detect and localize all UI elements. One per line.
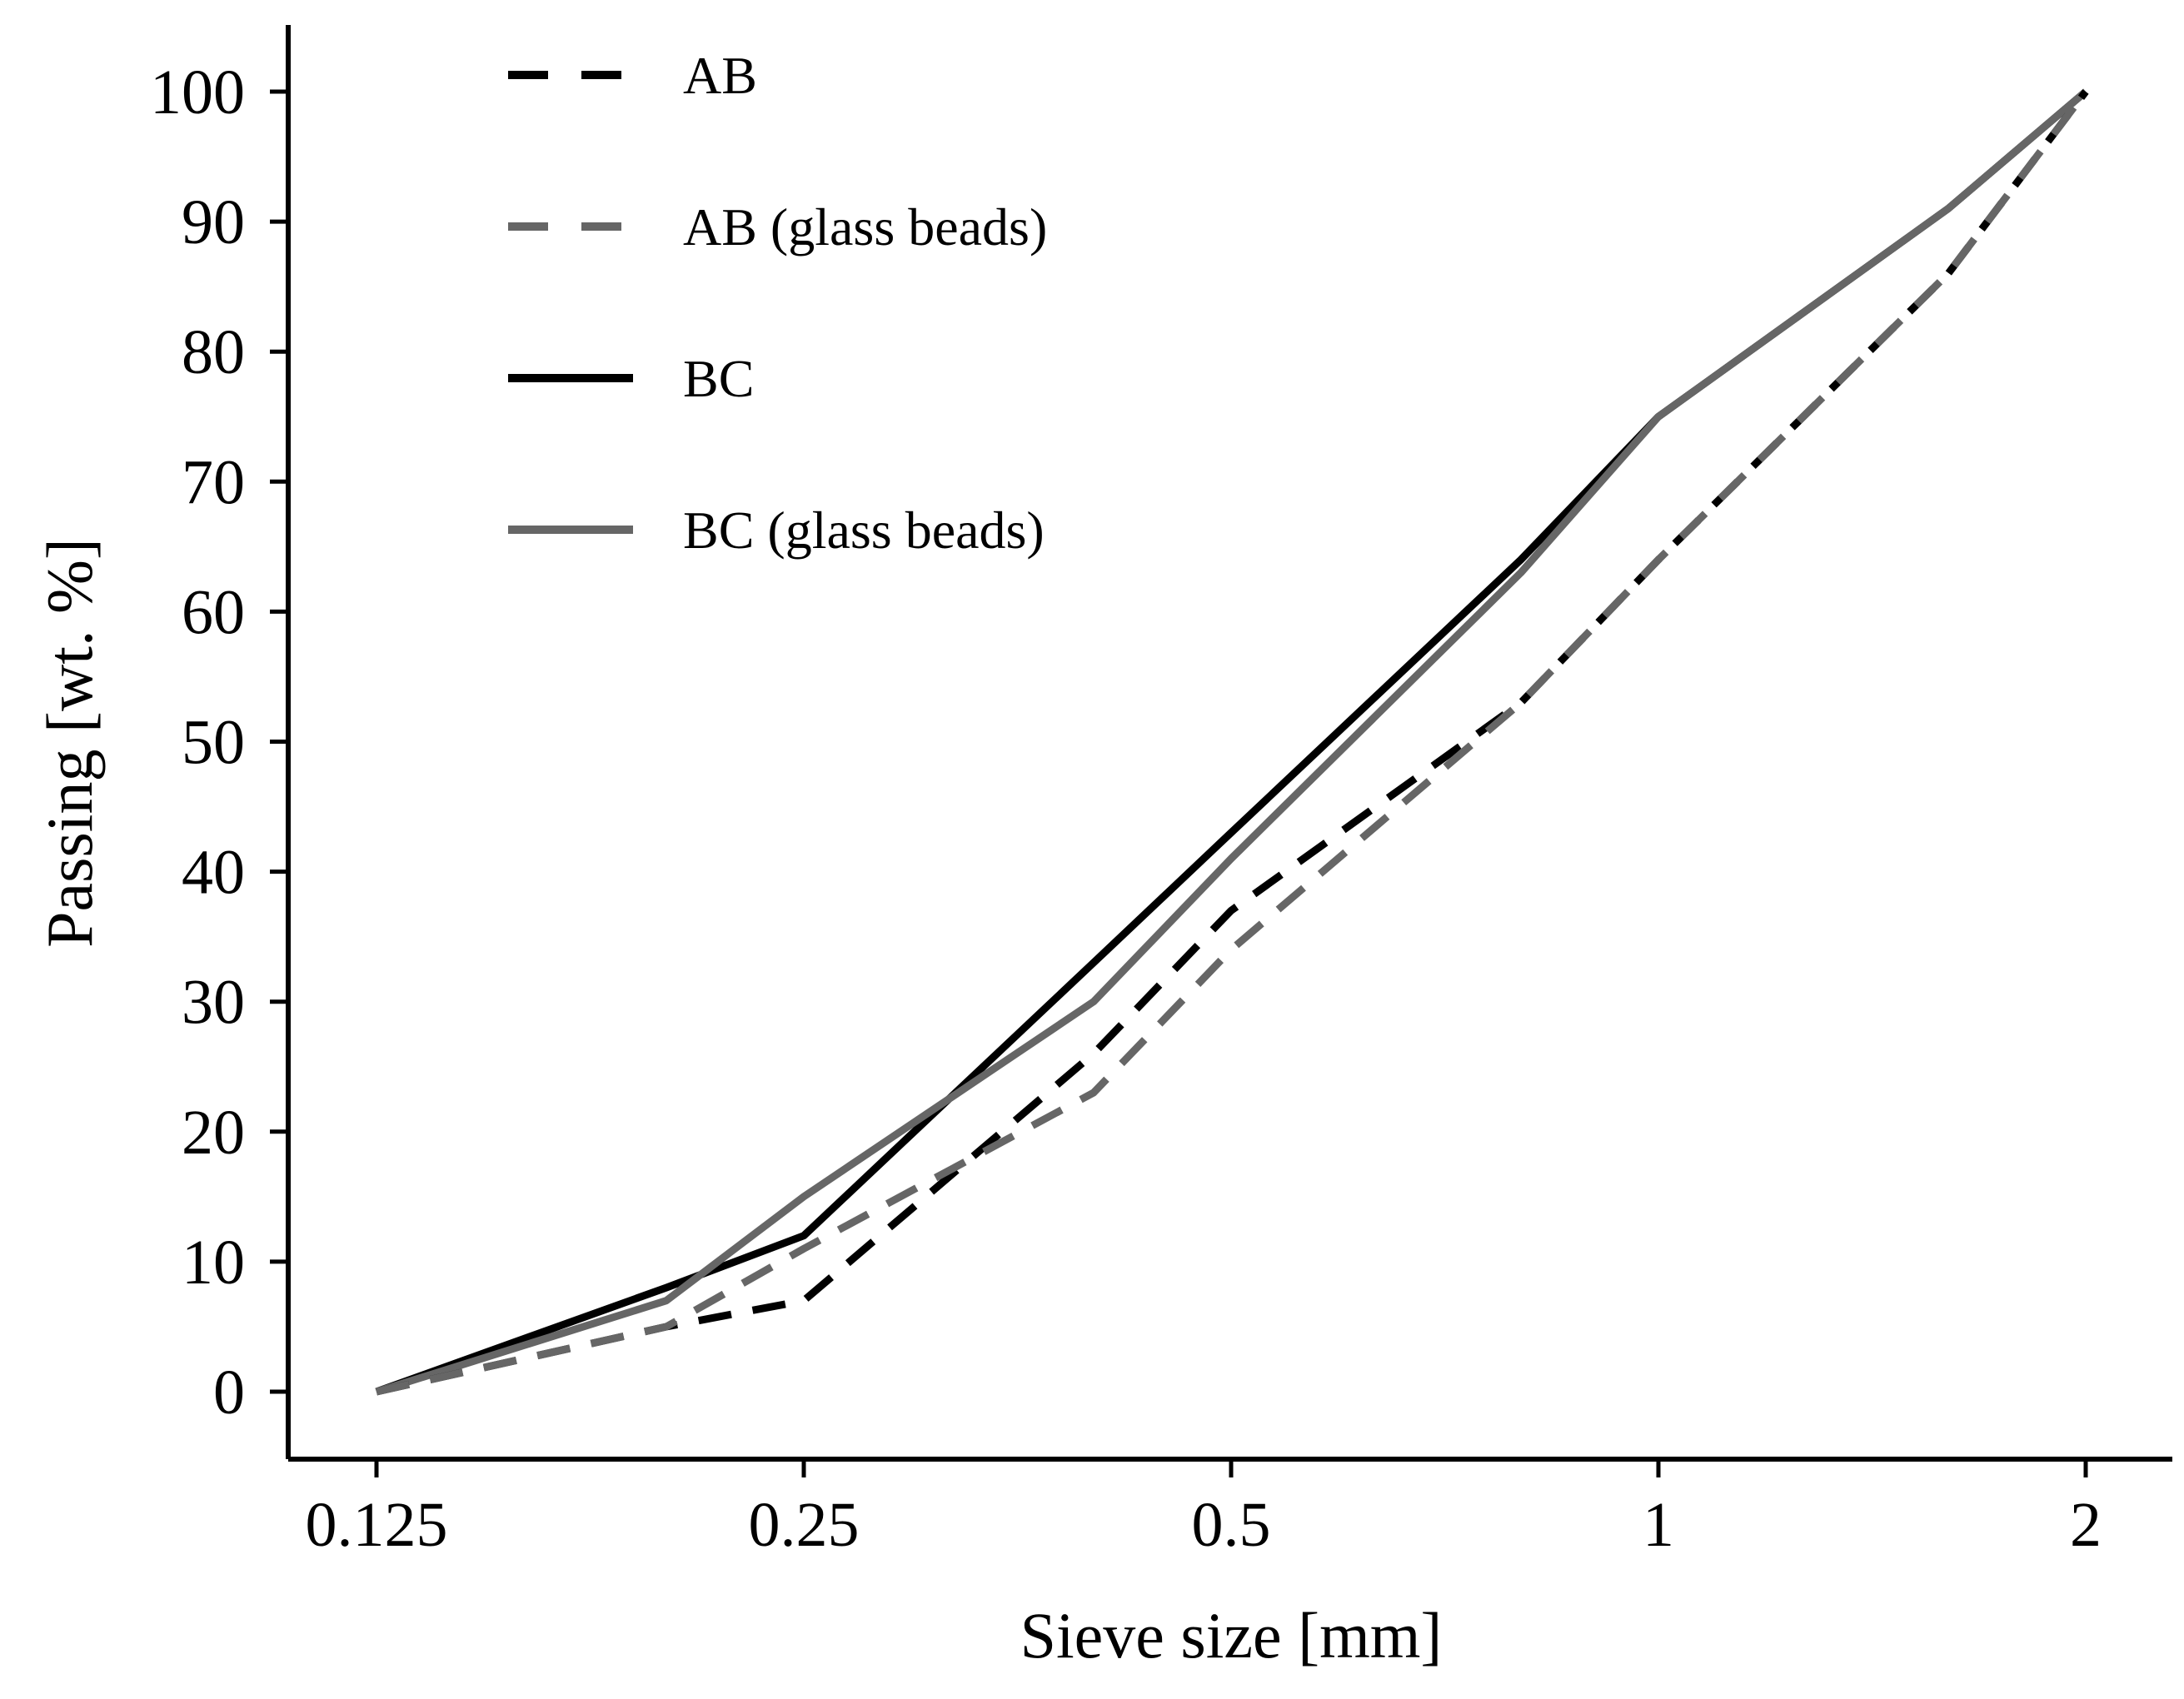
y-tick-label: 10	[182, 1228, 245, 1298]
axes: 0 10 20 30 40 50 60 70 80 90 100 0.125 0.25 0.5 1 2	[150, 25, 2172, 1560]
x-axis-title: Sieve size [mm]	[1020, 1599, 1443, 1672]
x-tick-label: 1	[1643, 1490, 1674, 1560]
y-tick-label: 100	[150, 57, 245, 127]
y-tick-label: 60	[182, 577, 245, 647]
y-tick-label: 70	[182, 447, 245, 517]
y-tick-label: 0	[213, 1358, 245, 1427]
y-tick-label: 30	[182, 968, 245, 1038]
legend-label: AB (glass beads)	[683, 197, 1047, 257]
series-line-ab	[376, 89, 2089, 1396]
y-tick-label: 80	[182, 317, 245, 387]
y-tick-label: 90	[182, 187, 245, 257]
x-tick-label: 0.25	[749, 1490, 860, 1560]
x-tick-label: 2	[2070, 1490, 2102, 1560]
series-layer	[375, 88, 2089, 1396]
series-line-ab-glass-beads	[376, 89, 2089, 1396]
series-line-bc	[375, 88, 2088, 1396]
y-axis-title: Passing [wt. %]	[33, 538, 106, 948]
y-tick-label: 40	[182, 838, 245, 908]
y-tick-label: 20	[182, 1098, 245, 1168]
legend: AB AB (glass beads) BC BC (glass beads)	[508, 46, 1047, 560]
legend-label: AB	[683, 46, 757, 105]
series-line-bc-glass-beads	[375, 88, 2088, 1396]
y-tick-label: 50	[182, 708, 245, 778]
x-tick-label: 0.125	[306, 1490, 448, 1560]
x-ticks: 0.125 0.25 0.5 1 2	[306, 1459, 2102, 1560]
legend-label: BC	[683, 349, 754, 408]
y-ticks: 0 10 20 30 40 50 60 70 80 90 100	[150, 57, 288, 1427]
x-tick-label: 0.5	[1192, 1490, 1271, 1560]
legend-label: BC (glass beads)	[683, 501, 1045, 560]
